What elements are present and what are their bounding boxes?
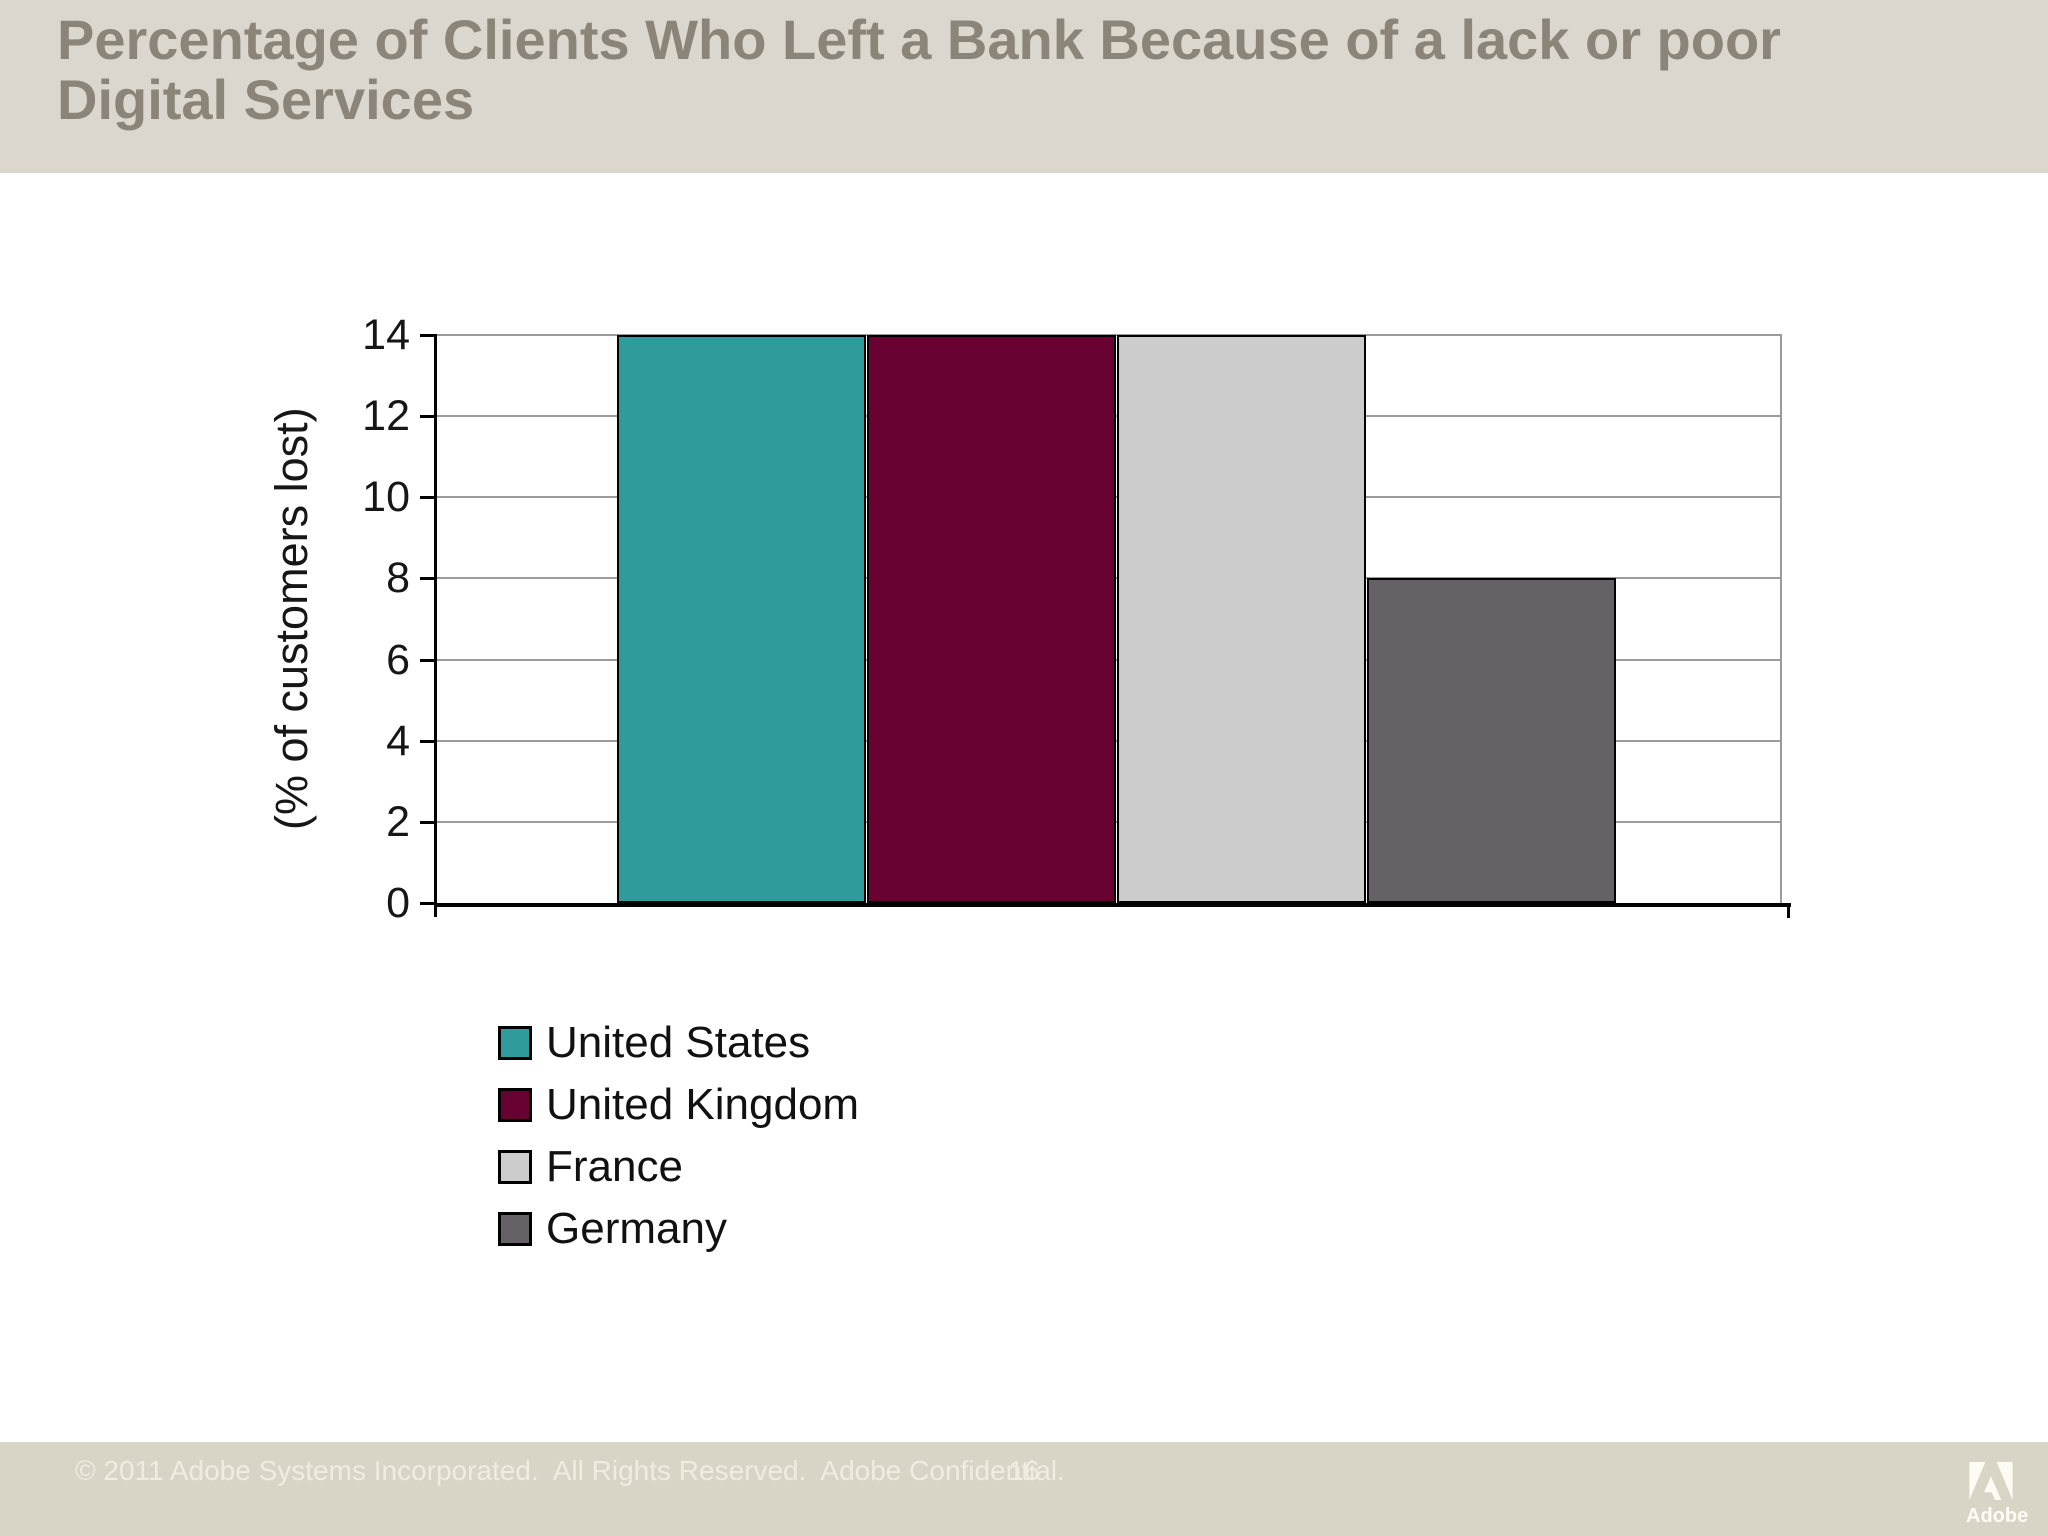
- y-tick-label-14: 14: [362, 311, 410, 359]
- legend-label: France: [546, 1142, 683, 1191]
- legend-label: United Kingdom: [546, 1080, 860, 1129]
- adobe-logo-icon: [1969, 1462, 2013, 1500]
- legend-item-united-states: United States: [498, 1012, 859, 1074]
- x-axis-end-tick: [1787, 903, 1790, 918]
- y-tick-10: [420, 496, 437, 500]
- y-tick-4: [420, 739, 437, 743]
- plot-area: [437, 334, 1782, 903]
- footer-page-number: 16: [1008, 1455, 1040, 1486]
- legend-swatch-icon: [498, 1212, 532, 1246]
- legend-item-united-kingdom: United Kingdom: [498, 1074, 859, 1136]
- y-tick-label-4: 4: [386, 716, 410, 765]
- bar-germany: [1367, 578, 1616, 903]
- plot-right-border: [1780, 335, 1782, 903]
- y-tick-label-10: 10: [362, 473, 410, 522]
- y-tick-2: [420, 820, 437, 824]
- header-band: Percentage of Clients Who Left a Bank Be…: [0, 0, 2048, 173]
- bar-united-kingdom: [867, 335, 1116, 903]
- y-tick-12: [420, 415, 437, 419]
- footer-band: © 2011 Adobe Systems Incorporated. All R…: [0, 1442, 2048, 1536]
- y-tick-label-2: 2: [386, 797, 410, 846]
- y-tick-label-6: 6: [386, 635, 410, 684]
- bar-united-states: [617, 335, 866, 903]
- adobe-logo-text: Adobe: [1966, 1505, 2029, 1527]
- legend-label: United States: [546, 1018, 811, 1067]
- y-tick-6: [420, 658, 437, 662]
- legend-swatch-icon: [498, 1150, 532, 1184]
- legend-item-france: France: [498, 1136, 859, 1198]
- y-tick-0: [420, 902, 437, 905]
- chart-legend: United States United Kingdom France Germany: [498, 1012, 859, 1260]
- footer-copyright: © 2011 Adobe Systems Incorporated. All R…: [75, 1455, 1065, 1486]
- legend-item-germany: Germany: [498, 1198, 859, 1260]
- y-tick-label-0: 0: [386, 879, 410, 927]
- legend-swatch-icon: [498, 1026, 532, 1060]
- y-tick-label-8: 8: [386, 554, 410, 603]
- bar-france: [1117, 335, 1366, 903]
- x-axis-line: [434, 903, 1791, 907]
- y-tick-label-12: 12: [362, 392, 410, 441]
- slide-title: Percentage of Clients Who Left a Bank Be…: [57, 8, 1781, 131]
- y-axis-line: [434, 335, 437, 917]
- y-tick-8: [420, 577, 437, 581]
- y-tick-14: [420, 334, 437, 337]
- legend-swatch-icon: [498, 1088, 532, 1122]
- adobe-logo: Adobe: [1966, 1462, 2029, 1528]
- legend-label: Germany: [546, 1204, 727, 1253]
